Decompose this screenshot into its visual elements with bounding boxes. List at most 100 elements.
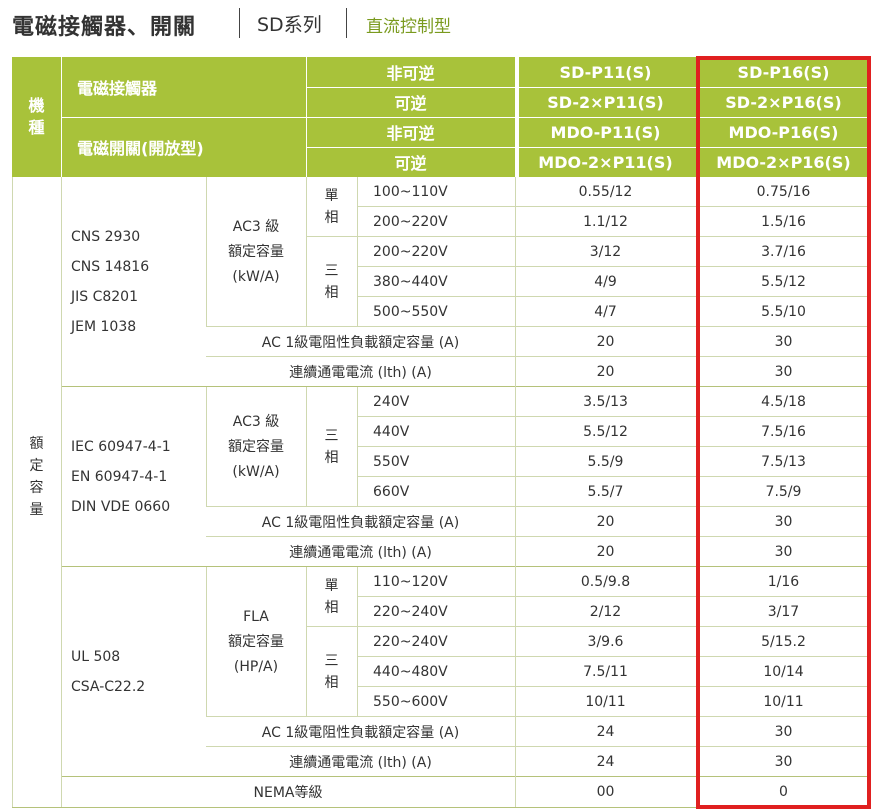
voltage-cell: 200~220V [373,214,448,230]
row-divider [306,236,357,237]
p16-value: 0.75/16 [756,184,811,200]
phase-label: 單相 [306,567,357,627]
p11-value: 2/12 [589,604,622,620]
row-divider [357,686,871,687]
p11-value: 10/11 [585,694,626,710]
page-subtitle: 直流控制型 [366,17,451,37]
p11-value: 4/9 [594,274,617,290]
row-divider [206,356,871,357]
phase-label-line: 三 [324,263,339,279]
voltage-cell: 110~120V [373,574,448,590]
phase-label: 單相 [306,177,357,237]
rating-label-line: 額定容量 [228,243,284,260]
ac1-p16: 30 [774,514,793,530]
p11-value: 3/9.6 [587,634,624,650]
header-direction: 可逆 [306,147,515,177]
page-title: 電磁接觸器、開關 [12,15,197,40]
column-divider [206,507,207,567]
row-divider [357,326,871,327]
column-divider [12,177,13,807]
row-divider [61,117,306,118]
header-model-p16: SD-P16(S) [696,57,871,87]
row-divider [357,236,871,237]
rating-label-line: 額定容量 [228,438,284,455]
phase-label: 三相 [306,237,357,327]
phase-label: 三相 [306,387,357,507]
rated-capacity-label-line: 額 [29,436,44,452]
column-divider [306,57,307,177]
header-contactor: 電磁接觸器 [61,57,306,117]
column-divider [306,387,307,507]
lth-p11: 20 [596,364,615,380]
standards-list: UL 508 CSA-C22.2 [61,567,206,777]
header-model-p11: SD-P11(S) [515,57,696,87]
phase-label-line: 相 [324,285,339,301]
phase-label: 三相 [306,627,357,717]
row-divider [357,626,871,627]
rated-capacity-label-line: 量 [29,502,44,518]
p11-value: 1.1/12 [583,214,628,230]
voltage-cell: 440V [373,424,410,440]
rated-capacity-label-line: 定 [29,458,44,474]
standards-list-line: IEC 60947-4-1 [71,439,171,455]
row-divider [306,147,871,148]
p16-value: 10/11 [763,694,804,710]
page-header: 電磁接觸器、開關 SD系列 直流控制型 [0,0,876,46]
standards-list: IEC 60947-4-1 EN 60947-4-1 DIN VDE 0660 [61,387,206,567]
machine-type-char: 機 [28,96,45,115]
voltage-cell: 440~480V [373,664,448,680]
p16-value: 1.5/16 [761,214,806,230]
column-divider [357,177,358,327]
column-divider [306,177,307,327]
header-model-p16: MDO-2×P16(S) [696,147,871,177]
lth-p11: 20 [596,544,615,560]
row-divider [306,117,871,118]
p11-value: 5.5/7 [587,484,624,500]
row-divider [61,386,871,387]
ac1-p16: 30 [774,724,793,740]
highlight-box [696,56,871,809]
p16-value: 5/15.2 [761,634,806,650]
column-divider [206,327,207,387]
row-divider [12,807,871,808]
voltage-cell: 220~240V [373,604,448,620]
column-divider [206,717,207,777]
column-divider [61,177,62,807]
row-divider [357,446,871,447]
header-model-p11: MDO-P11(S) [515,117,696,147]
rating-label-line: AC3 級 [232,218,280,235]
row-divider [357,266,871,267]
standards-list: CNS 2930 CNS 14816 JIS C8201 JEM 1038 [61,177,206,387]
p11-value: 3.5/13 [583,394,628,410]
row-divider [357,716,871,717]
p16-value: 5.5/12 [761,274,806,290]
column-divider [515,177,516,807]
rating-label-line: 額定容量 [228,633,284,650]
standards-list-line: JEM 1038 [71,319,137,335]
ac1-p16: 30 [774,334,793,350]
column-divider [306,567,307,717]
row-divider [306,87,871,88]
row-divider [306,716,357,717]
column-divider [61,57,62,177]
lth-label: 連續通電電流 (lth) (A) [289,755,432,771]
row-divider [61,776,871,777]
voltage-cell: 240V [373,394,410,410]
p11-value: 3/12 [589,244,622,260]
phase-label-line: 三 [324,653,339,669]
ac1-p11: 20 [596,514,615,530]
ac1-label: AC 1級電阻性負載額定容量 (A) [261,515,460,531]
phase-label-line: 單 [324,188,339,204]
lth-p11: 24 [596,754,615,770]
voltage-cell: 200~220V [373,244,448,260]
standards-list-line: CNS 14816 [71,259,150,275]
standards-list-line: DIN VDE 0660 [71,499,171,515]
row-divider [206,506,306,507]
voltage-cell: 100~110V [373,184,448,200]
lth-p16: 30 [774,544,793,560]
row-divider [61,566,871,567]
series-label: SD系列 [257,14,322,36]
p11-value: 5.5/12 [583,424,628,440]
voltage-cell: 550V [373,454,410,470]
p11-value: 5.5/9 [587,454,624,470]
